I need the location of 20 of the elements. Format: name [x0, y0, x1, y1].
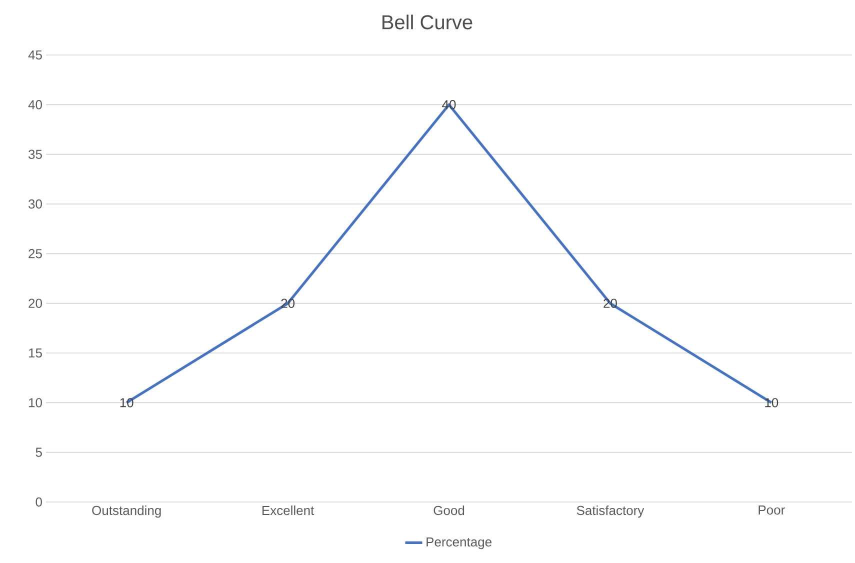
- x-tick-label: Satisfactory: [576, 506, 644, 518]
- data-label: 40: [442, 100, 456, 110]
- y-tick-label: 25: [28, 249, 42, 258]
- data-label: 10: [120, 398, 134, 408]
- y-tick-label: 30: [28, 199, 42, 209]
- y-tick-label: 40: [28, 100, 42, 110]
- x-tick-label: Poor: [758, 506, 785, 515]
- y-tick-label: 0: [36, 497, 42, 507]
- y-tick-label: 35: [28, 150, 42, 159]
- y-tick-label: 20: [28, 298, 42, 308]
- y-tick-label: 5: [36, 448, 42, 457]
- y-tick-label: 15: [29, 348, 42, 358]
- chart-title: Bell Curve: [382, 14, 472, 30]
- legend-label: Percentage: [426, 537, 492, 550]
- y-tick-label: 10: [29, 398, 42, 408]
- x-tick-label: Good: [434, 506, 464, 516]
- data-label: 10: [765, 398, 778, 408]
- x-tick-label: Excellent: [262, 506, 314, 516]
- x-tick-label: Outstanding: [92, 506, 161, 518]
- y-tick-label: 45: [28, 50, 42, 60]
